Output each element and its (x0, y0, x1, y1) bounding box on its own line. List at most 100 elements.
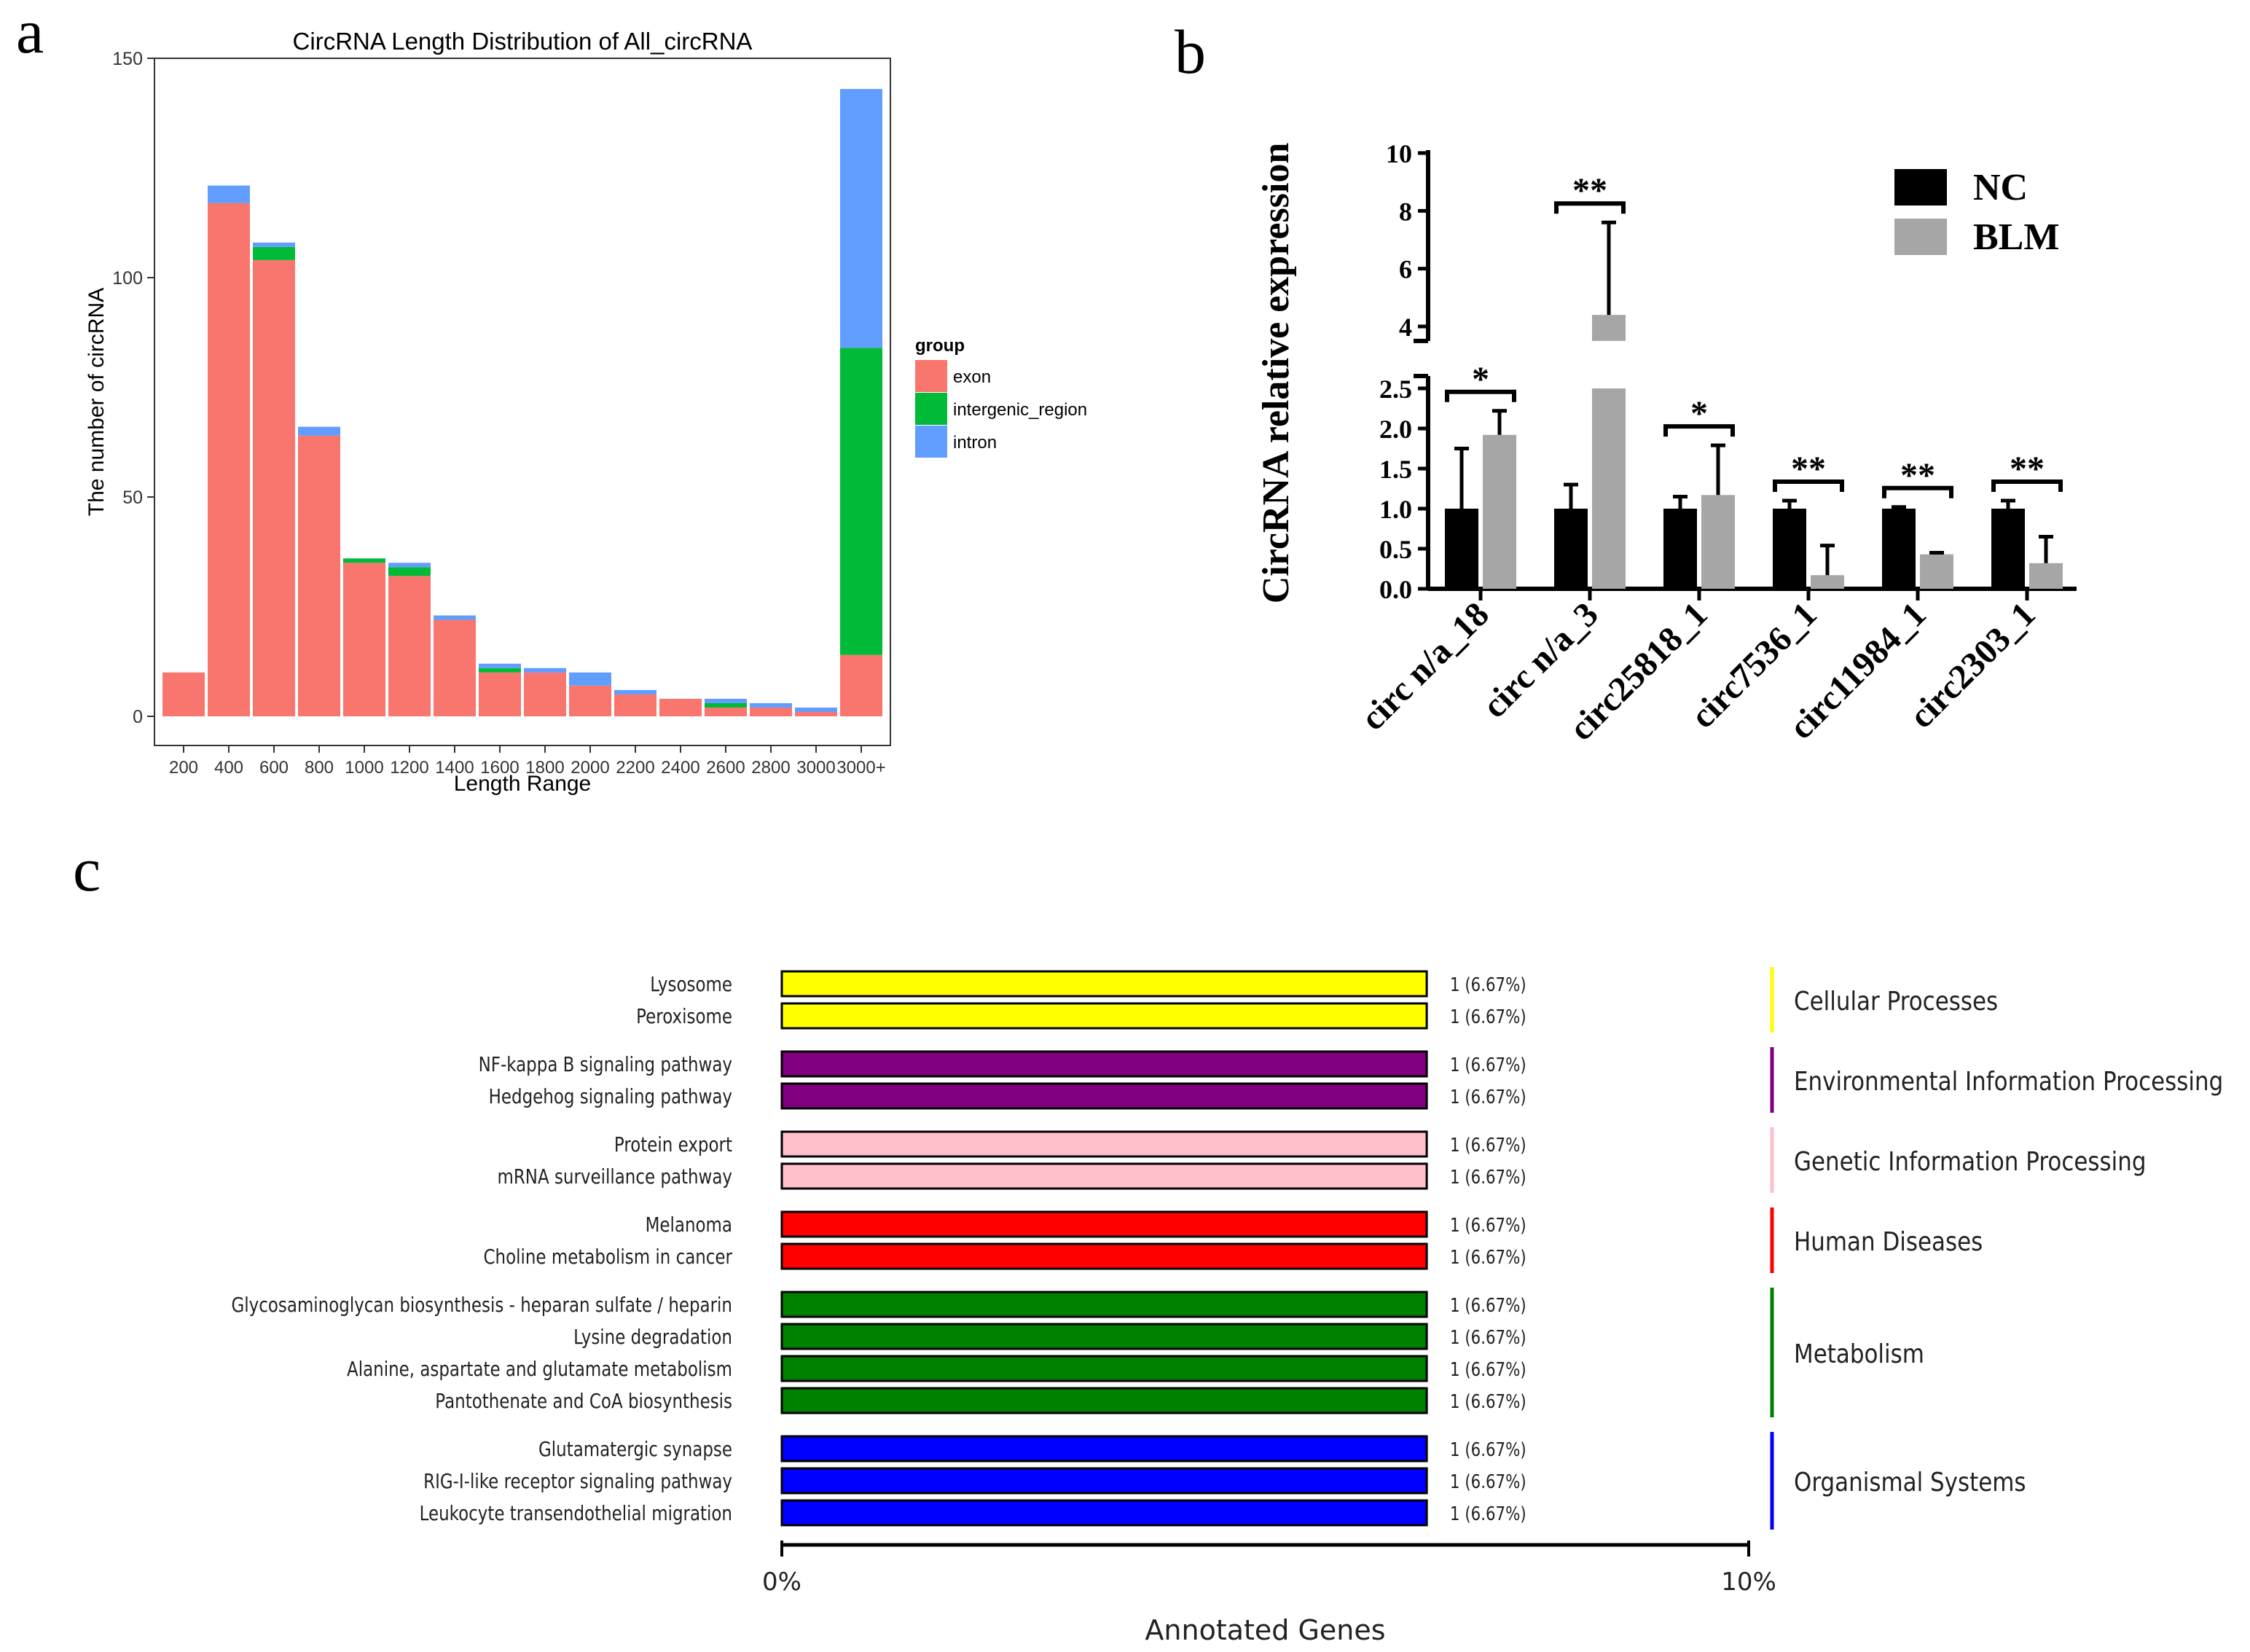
bar-exon-1000 (343, 563, 385, 716)
x-tick-label: 3000+ (836, 758, 885, 778)
x-tick-label: 200 (169, 758, 198, 778)
y-tick-label-lower: 2.0 (1379, 415, 1412, 444)
value-label: 1 (6.67%) (1450, 1086, 1526, 1108)
category-label: Metabolism (1794, 1339, 1924, 1369)
bar-exon-800 (298, 435, 340, 716)
x-tick-label: circ n/a_18 (1354, 595, 1497, 737)
x-tick-label: 0% (762, 1567, 801, 1597)
y-tick-label-lower: 1.5 (1379, 455, 1412, 484)
bar-NC-4 (1882, 509, 1916, 589)
significance-marker: * (1472, 360, 1489, 399)
bar-0-1 (780, 1002, 1428, 1030)
category-label: Cellular Processes (1794, 986, 1998, 1017)
bar-5-0 (780, 1435, 1428, 1463)
y-tick-label-upper: 10 (1386, 139, 1412, 168)
bar-2-1 (780, 1162, 1428, 1190)
significance-marker: ** (2010, 450, 2045, 488)
bar-BLM-0 (1483, 434, 1516, 589)
y-tick-label-lower: 2.5 (1379, 375, 1412, 404)
y-tick-label: 50 (122, 488, 143, 508)
pathway-label: mRNA surveillance pathway (498, 1165, 732, 1189)
y-tick-label: 100 (112, 268, 143, 289)
significance-marker: * (1690, 394, 1708, 433)
x-tick-label: 3000 (796, 758, 835, 778)
panel-c-pathway-annotation: Lysosome 1 (6.67%) Peroxisome 1 (6.67%) Cell… (232, 967, 2223, 1646)
bar-5-1 (780, 1467, 1428, 1495)
pathway-label: Protein export (614, 1133, 732, 1157)
bar-3-0 (780, 1210, 1428, 1238)
legend-swatch-NC (1894, 169, 1947, 205)
value-label: 1 (6.67%) (1450, 1134, 1526, 1156)
value-label: 1 (6.67%) (1450, 1294, 1526, 1317)
pathway-label: Alanine, aspartate and glutamate metabol… (347, 1358, 732, 1382)
bar-exon-1600 (479, 672, 521, 716)
x-tick-label: 1200 (390, 758, 428, 778)
significance-bracket (1445, 389, 1516, 402)
bar-NC-1 (1554, 509, 1588, 589)
legend-swatch-BLM (1894, 219, 1947, 255)
bar-intron-2800 (750, 702, 792, 708)
bar-exon-2800 (750, 707, 792, 716)
pathway-label: Glycosaminoglycan biosynthesis - heparan… (232, 1293, 732, 1318)
bar-2-0 (780, 1130, 1428, 1158)
category-label: Environmental Information Processing (1794, 1066, 2223, 1097)
value-label: 1 (6.67%) (1450, 1438, 1526, 1461)
pathway-label: Peroxisome (636, 1005, 732, 1029)
pathway-label: Lysine degradation (573, 1326, 732, 1350)
bar-4-2 (780, 1355, 1428, 1382)
bar-1-1 (780, 1082, 1428, 1110)
y-tick-label-lower: 0.5 (1379, 535, 1412, 564)
x-tick-label: 1400 (435, 758, 474, 778)
legend-swatch-exon (915, 360, 947, 392)
bar-exon-2400 (659, 698, 702, 716)
bar-exon-600 (253, 259, 295, 716)
bar-BLM-3 (1811, 575, 1844, 589)
legend-label-exon: exon (953, 367, 991, 387)
y-tick-label-lower: 1.0 (1379, 495, 1412, 524)
bar-NC-5 (1991, 509, 2025, 589)
pathway-label: Glutamatergic synapse (538, 1438, 732, 1462)
significance-bracket (1882, 485, 1953, 498)
x-tick-label: 1800 (525, 758, 564, 778)
value-label: 1 (6.67%) (1450, 1503, 1526, 1525)
category-label: Genetic Information Processing (1794, 1146, 2147, 1177)
value-label: 1 (6.67%) (1450, 1471, 1526, 1493)
x-axis-label: Annotated Genes (1145, 1614, 1385, 1646)
bar-3-1 (780, 1242, 1428, 1270)
bar-intron-2000 (569, 672, 611, 686)
y-tick-label-upper: 8 (1399, 197, 1412, 226)
bar-0-0 (780, 970, 1428, 998)
y-tick-label: 0 (133, 707, 143, 727)
significance-bracket (1991, 479, 2063, 492)
x-tick-label: 2200 (616, 758, 654, 778)
bar-intron-2600 (705, 698, 747, 703)
x-tick-label: 1600 (480, 758, 519, 778)
bar-exon-400 (208, 203, 250, 716)
x-tick-label: 400 (214, 758, 243, 778)
bar-intergenic_region-1600 (479, 668, 521, 673)
bar-intron-600 (253, 242, 295, 247)
bar-intergenic_region-3000+ (840, 348, 882, 655)
significance-bracket (1554, 201, 1626, 214)
bar-intron-1800 (524, 668, 566, 673)
bar-intergenic_region-1000 (343, 558, 385, 563)
panel-b-relative-expression: 0.0 0.5 1.0 1.5 2.0 2.5 4 6 8 10 CircRNA relative … (1255, 139, 2077, 748)
value-label: 1 (6.67%) (1450, 1390, 1526, 1413)
bar-intergenic_region-2600 (705, 702, 747, 708)
bar-intron-3000+ (840, 89, 882, 348)
pathway-label: Pantothenate and CoA biosynthesis (435, 1390, 732, 1414)
value-label: 1 (6.67%) (1450, 1006, 1526, 1028)
bar-exon-3000+ (840, 654, 882, 716)
bar-exon-1800 (524, 672, 566, 716)
bar-intergenic_region-600 (253, 246, 295, 260)
bar-exon-2000 (569, 685, 611, 716)
bar-BLM-5 (2029, 563, 2063, 589)
bar-NC-2 (1663, 509, 1697, 589)
panel-a-label: a (16, 0, 44, 66)
bar-intron-1200 (388, 563, 431, 568)
pathway-label: Lysosome (650, 973, 732, 997)
bar-exon-2200 (614, 694, 656, 716)
legend-swatch-intergenic_region (915, 393, 947, 425)
y-tick-label: 150 (112, 49, 143, 69)
